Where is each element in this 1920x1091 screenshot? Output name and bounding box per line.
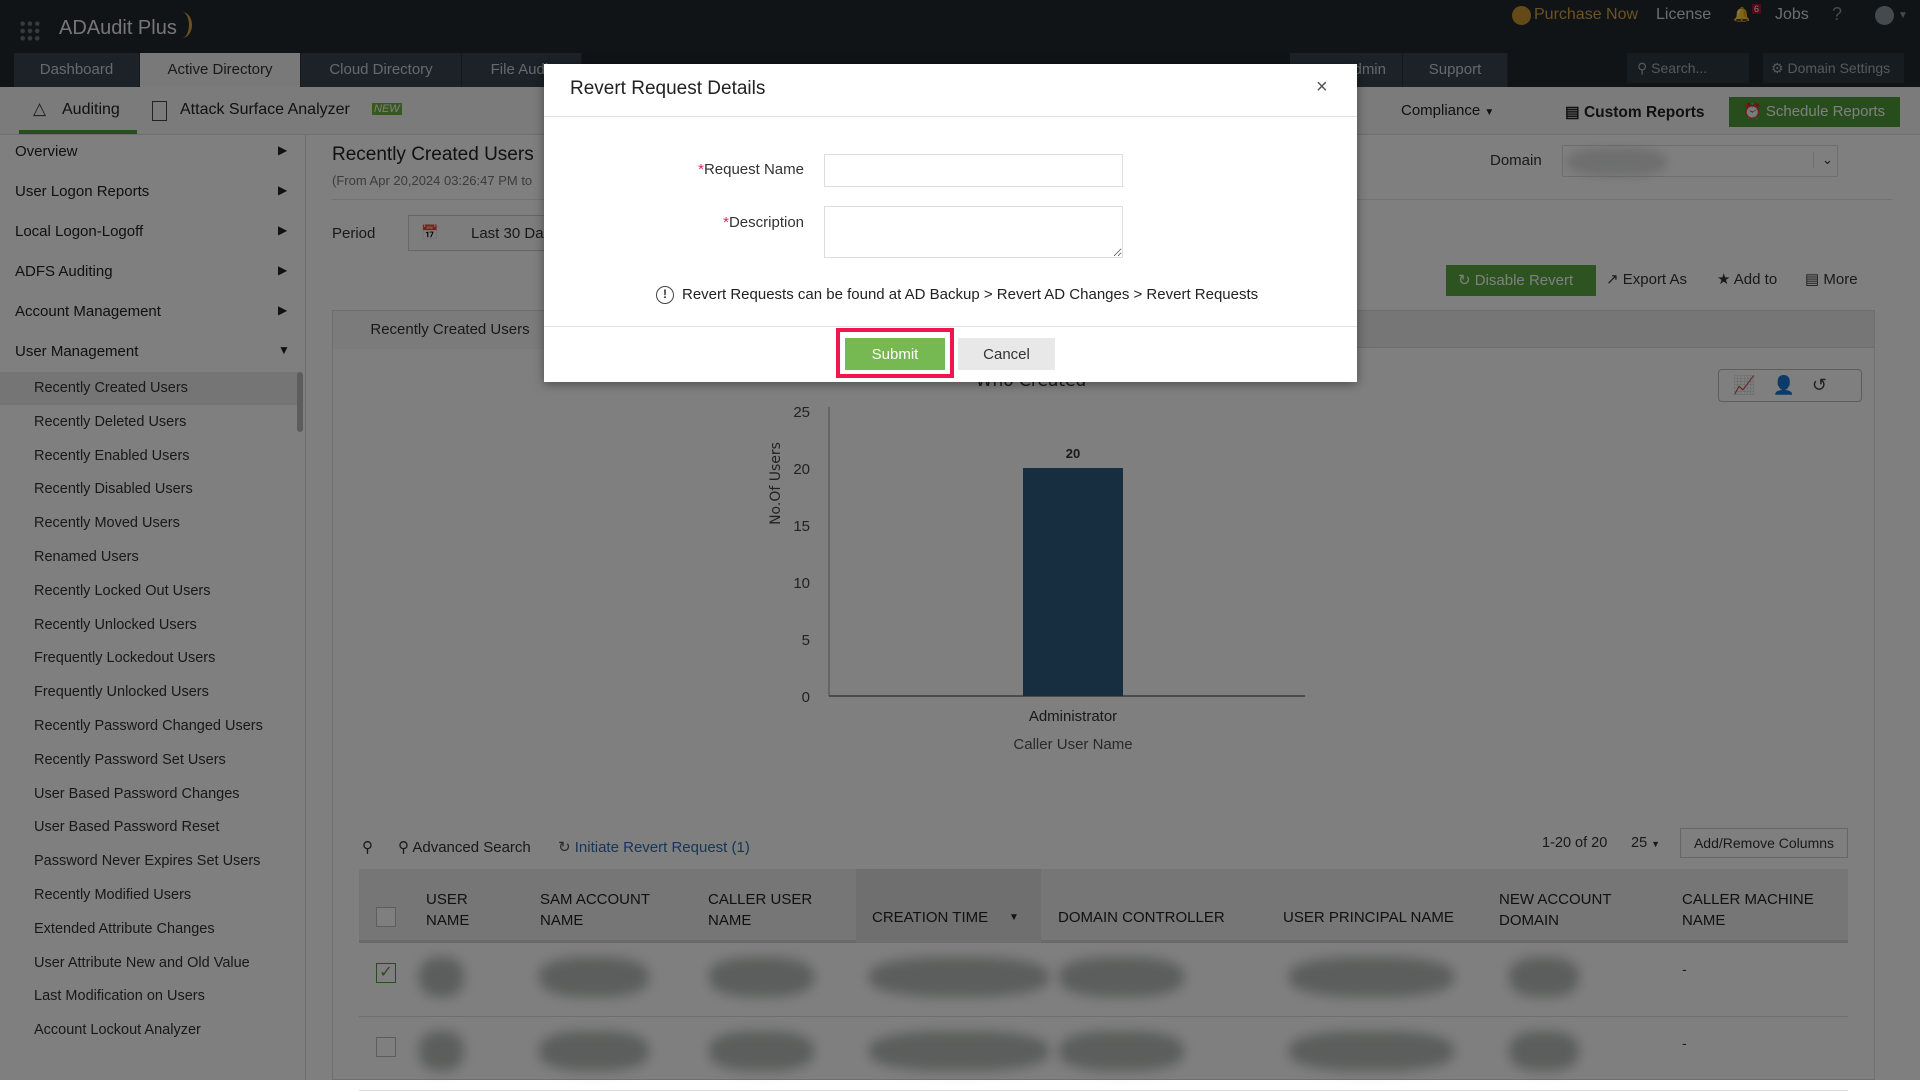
- cancel-button[interactable]: Cancel: [958, 338, 1055, 370]
- required-marker: *: [723, 214, 729, 231]
- modal-title: Revert Request Details: [570, 78, 766, 99]
- modal-header-divider: [544, 116, 1357, 117]
- request-name-text: Request Name: [703, 161, 804, 178]
- close-icon[interactable]: ×: [1316, 76, 1328, 98]
- info-text: Revert Requests can be found at AD Backu…: [682, 286, 1259, 303]
- info-icon: !: [656, 286, 674, 304]
- submit-button[interactable]: Submit: [845, 338, 945, 370]
- description-label: *Description: [723, 214, 804, 231]
- modal-footer-divider: [544, 326, 1357, 327]
- request-name-label: *Request Name: [698, 161, 804, 178]
- revert-request-modal: Revert Request Details × *Request Name *…: [544, 64, 1357, 382]
- description-text: Description: [728, 214, 804, 231]
- submit-highlight: [836, 328, 954, 378]
- description-textarea[interactable]: [824, 206, 1123, 258]
- required-marker: *: [698, 161, 704, 178]
- request-name-input[interactable]: [824, 154, 1123, 187]
